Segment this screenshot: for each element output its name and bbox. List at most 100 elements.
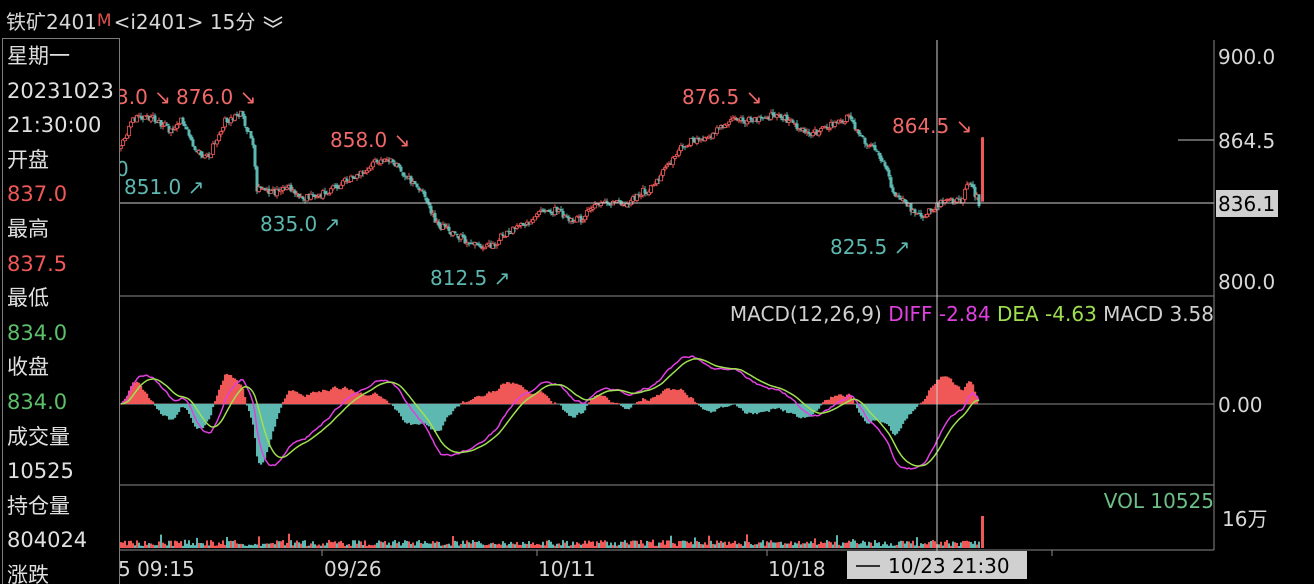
volume-bar <box>306 545 308 548</box>
candle-body <box>453 231 457 234</box>
volume-bar <box>626 542 628 548</box>
macd-bar <box>272 404 275 432</box>
candle-body <box>315 196 319 199</box>
macd-bar <box>954 384 957 404</box>
macd-bar <box>342 387 345 404</box>
volume-bar <box>668 540 670 548</box>
macd-bar <box>890 404 893 431</box>
macd-bar <box>630 404 633 408</box>
volume-bar <box>336 543 338 548</box>
volume-bar <box>236 543 238 548</box>
macd-bar <box>160 404 163 415</box>
macd-bar <box>876 404 879 421</box>
macd-bar <box>308 394 311 404</box>
macd-bar <box>744 404 747 414</box>
candle-body <box>199 151 203 156</box>
volume-bar <box>600 540 602 548</box>
candle-body <box>335 184 339 189</box>
volume-bar <box>188 540 190 548</box>
double-chevron-down-icon[interactable] <box>262 10 284 34</box>
volume-bar <box>648 541 650 548</box>
volume-bar <box>902 540 904 548</box>
macd-bar <box>330 389 333 404</box>
macd-bar <box>394 404 397 410</box>
candle-body <box>717 127 721 129</box>
volume-bar <box>394 540 396 548</box>
volume-bar <box>892 545 894 548</box>
candle-body <box>593 204 597 209</box>
macd-bar <box>760 404 763 413</box>
candle-body <box>283 188 287 190</box>
volume-bar <box>304 540 306 548</box>
candle-body <box>493 244 497 247</box>
volume-bar <box>532 542 534 548</box>
volume-bar <box>910 543 912 548</box>
volume-bar <box>462 540 464 548</box>
candle-body <box>471 242 475 245</box>
period-label[interactable]: 15分 <box>209 10 256 34</box>
volume-bar <box>748 542 750 548</box>
candle-body <box>187 129 191 136</box>
candle-body <box>579 215 583 223</box>
volume-bar <box>414 545 416 548</box>
candle-body <box>393 162 397 167</box>
candle-body <box>711 132 715 139</box>
candle-body <box>551 213 555 215</box>
volume-bar <box>386 544 388 548</box>
macd-bar <box>706 404 709 411</box>
volume-bar <box>962 540 964 548</box>
volume-bar <box>170 540 172 548</box>
volume-bar <box>360 541 362 548</box>
macd-bar <box>852 398 855 404</box>
volume-bar <box>664 544 666 548</box>
candle-body <box>213 143 217 145</box>
candle-body <box>191 139 195 147</box>
volume-bar <box>944 541 946 548</box>
macd-bar <box>762 404 765 412</box>
candle-body <box>531 219 535 223</box>
volume-bar <box>624 540 626 548</box>
volume-bar <box>834 541 836 548</box>
candle-body <box>865 144 869 146</box>
macd-bar <box>396 404 399 411</box>
volume-bar <box>658 542 660 548</box>
macd-bar <box>868 404 871 424</box>
macd-bar <box>872 404 875 421</box>
volume-bar <box>416 541 418 548</box>
volume-bar <box>310 543 312 548</box>
volume-bar <box>676 545 678 548</box>
candle-body <box>543 211 547 213</box>
candle-body <box>121 139 125 146</box>
macd-bar <box>302 395 305 404</box>
macd-bar <box>232 377 235 404</box>
volume-bar <box>320 545 322 548</box>
macd-bar <box>384 399 387 404</box>
diff-line <box>120 355 980 470</box>
macd-bar <box>736 404 739 407</box>
time-label-2: 09/26 <box>324 557 382 581</box>
macd-bar <box>420 404 423 424</box>
volume-bar <box>758 542 760 548</box>
macd-bar <box>182 404 185 408</box>
info-close-label: 收盘 <box>7 355 49 380</box>
candle-body <box>891 187 895 193</box>
macd-bar <box>652 397 655 404</box>
volume-bar <box>370 545 372 548</box>
macd-bar <box>910 404 913 414</box>
volume-bar <box>340 540 342 548</box>
volume-bar <box>226 537 228 548</box>
candle-body <box>405 177 409 179</box>
macd-bar <box>392 404 395 406</box>
volume-bar <box>540 544 542 548</box>
symbol-name[interactable]: 铁矿2401 <box>6 10 97 34</box>
volume-bar <box>396 543 398 548</box>
candle-body <box>845 114 849 122</box>
candle-body <box>555 206 559 212</box>
macd-bar <box>412 404 415 425</box>
volume-bar <box>258 536 260 548</box>
volume-bar-current <box>981 516 984 548</box>
macd-bar <box>326 390 329 404</box>
volume-bar <box>634 540 636 548</box>
macd-bar <box>696 403 699 404</box>
volume-bar <box>126 545 128 548</box>
